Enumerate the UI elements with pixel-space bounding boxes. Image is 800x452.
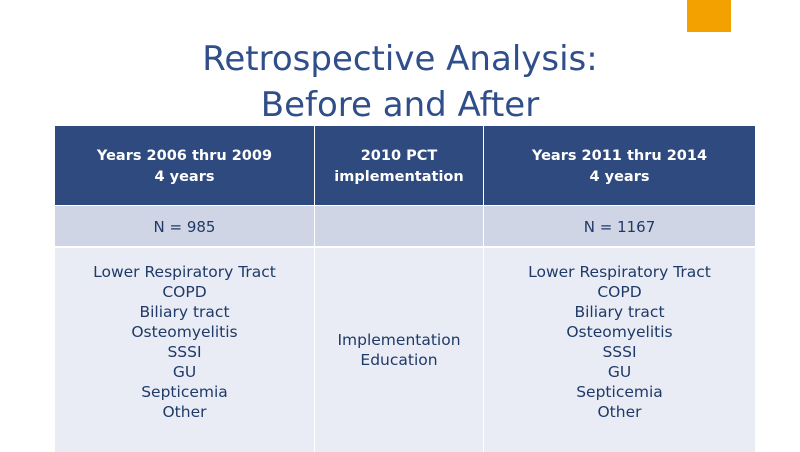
table-row-categories: Lower Respiratory Tract COPD Biliary tra… [55,246,755,452]
list-item: Other [162,403,207,421]
header-before-line-2: 4 years [154,168,215,185]
list-item: Biliary tract [574,303,665,321]
list-item: Other [597,403,642,421]
list-item: COPD [597,283,642,301]
list-item: GU [607,363,632,381]
header-implementation-line-2: implementation [334,168,464,185]
header-implementation-line-1: 2010 PCT [360,147,438,164]
list-item: SSSI [167,343,202,361]
table-row-n: N = 985 N = 1167 [55,205,755,247]
list-item: Education [360,351,438,369]
header-after-line-2: 4 years [589,168,650,185]
list-item: Osteomyelitis [566,323,673,341]
list-item: Septicemia [576,383,663,401]
n-cell-implementation [314,206,483,247]
list-item: Biliary tract [139,303,230,321]
n-cell-after: N = 1167 [483,206,755,247]
list-item: Implementation [337,331,461,349]
list-item: Septicemia [141,383,228,401]
list-item: Lower Respiratory Tract [528,263,711,281]
header-cell-implementation: 2010 PCT implementation [314,126,483,205]
categories-cell-implementation: Implementation Education [314,248,483,452]
categories-cell-after: Lower Respiratory Tract COPD Biliary tra… [483,248,755,452]
list-item: Lower Respiratory Tract [93,263,276,281]
n-cell-before: N = 985 [153,217,216,236]
list-item: Osteomyelitis [131,323,238,341]
comparison-table: Years 2006 thru 2009 4 years 2010 PCT im… [55,126,755,452]
table-header-row: Years 2006 thru 2009 4 years 2010 PCT im… [55,126,755,205]
header-cell-before: Years 2006 thru 2009 4 years [55,126,314,205]
list-item: GU [172,363,197,381]
header-cell-after: Years 2011 thru 2014 4 years [483,126,755,205]
list-item: SSSI [602,343,637,361]
slide-title-line-1: Retrospective Analysis: [202,39,598,79]
header-before-line-1: Years 2006 thru 2009 [96,147,273,164]
header-after-line-1: Years 2011 thru 2014 [531,147,708,164]
slide-title-line-2: Before and After [260,85,540,125]
list-item: COPD [162,283,207,301]
accent-square [687,0,731,32]
categories-cell-before: Lower Respiratory Tract COPD Biliary tra… [55,248,314,452]
slide-title: Retrospective Analysis: Before and After [0,36,800,128]
